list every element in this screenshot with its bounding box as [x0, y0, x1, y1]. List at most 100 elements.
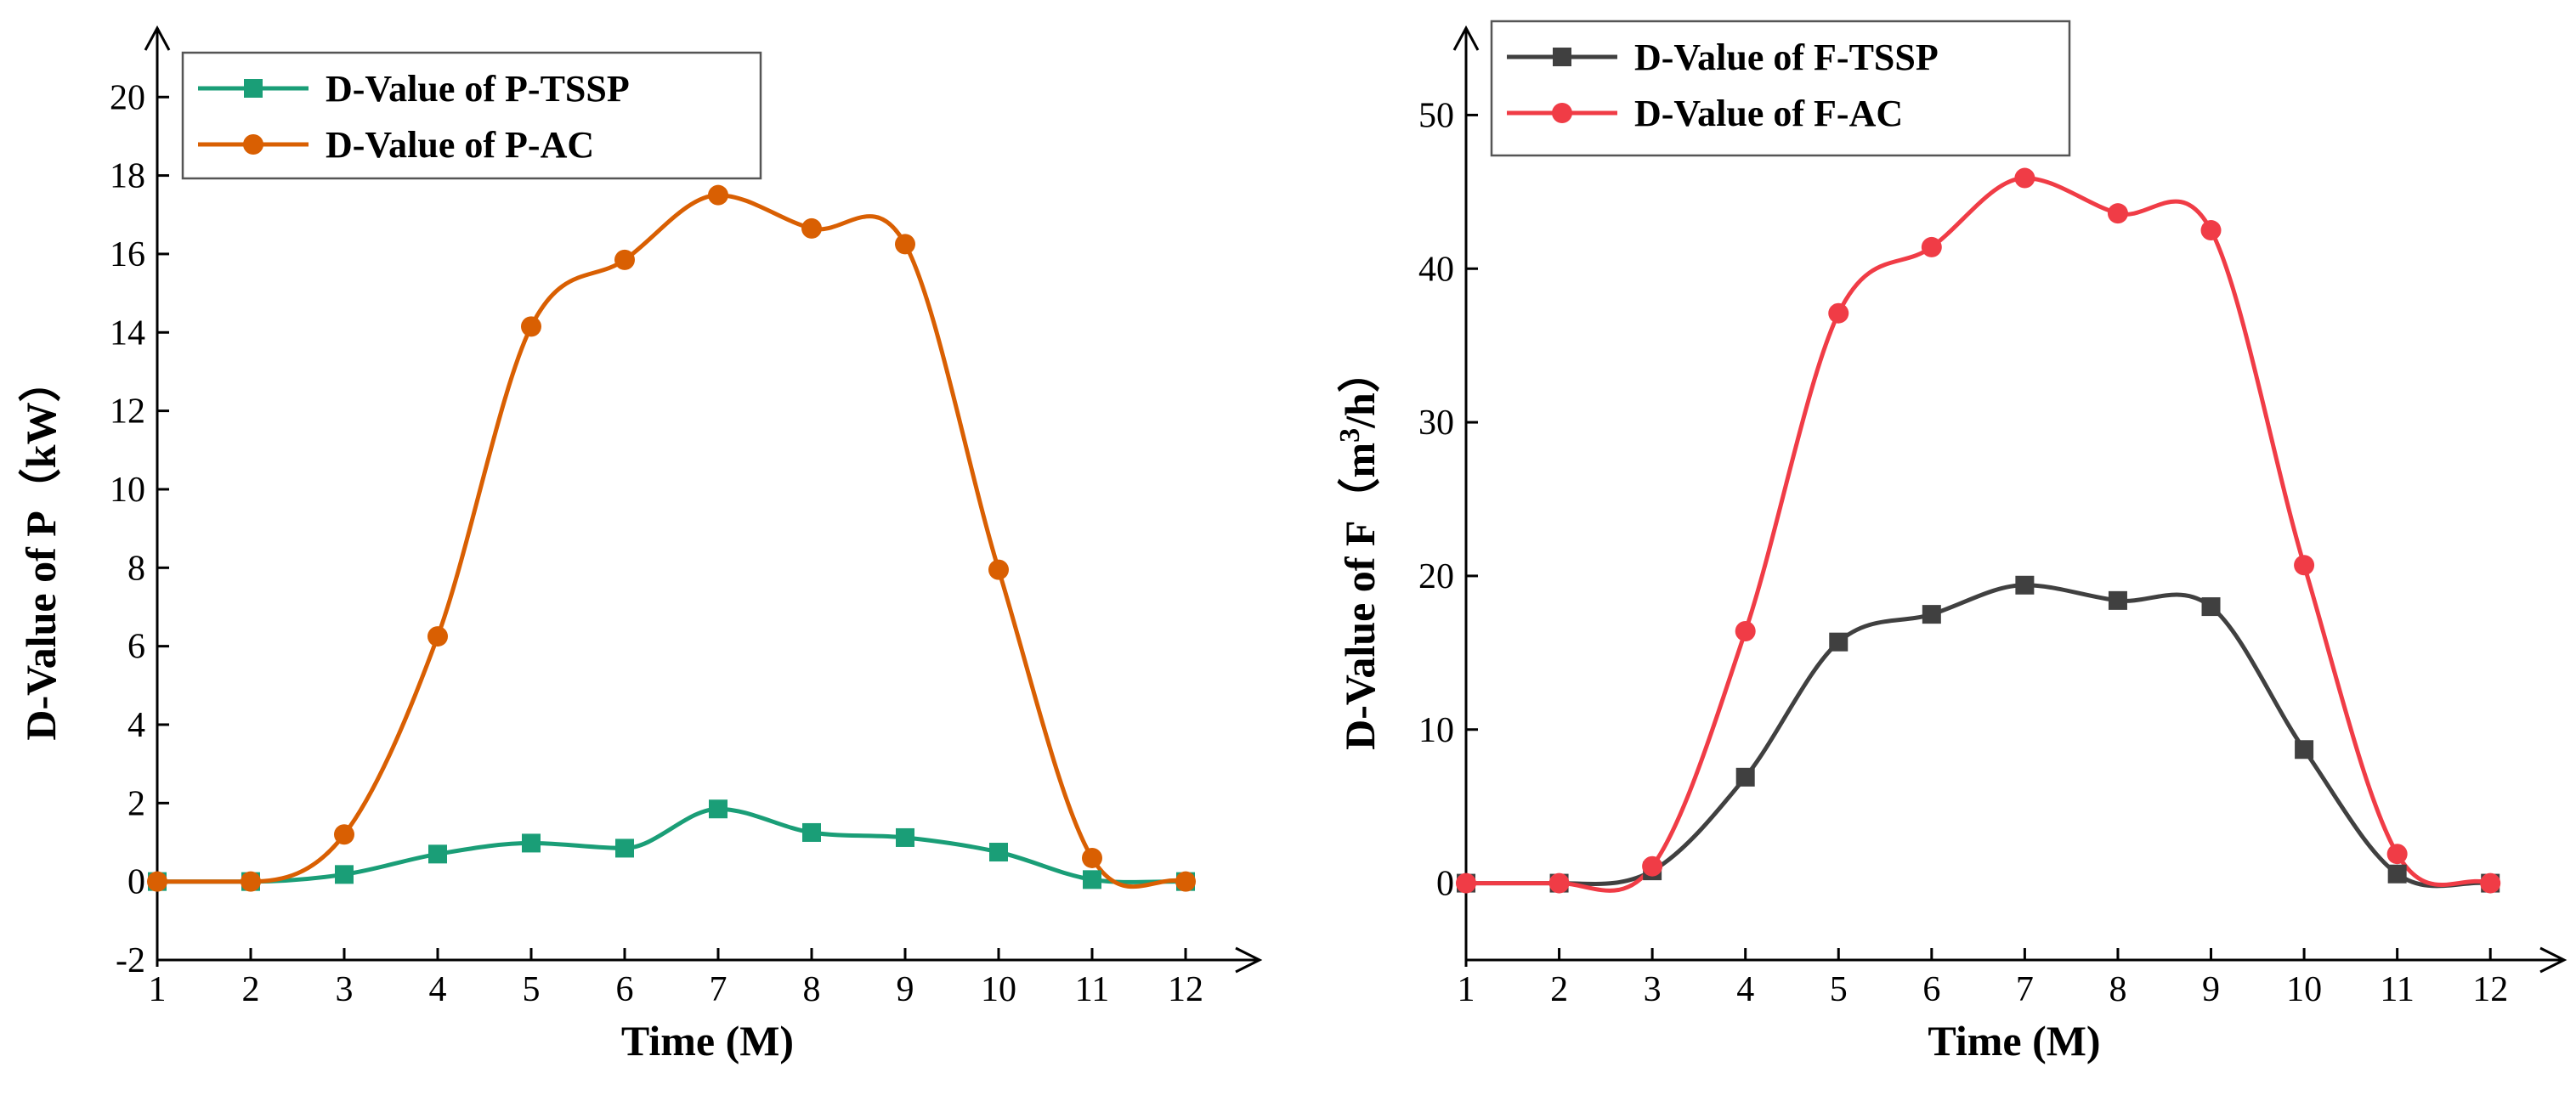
y-tick-label: 10 [110, 471, 145, 510]
x-tick-label: 9 [897, 970, 914, 1009]
y-axis-title-main: D-Value of F [1336, 520, 1384, 749]
y-tick-label: 20 [1418, 557, 1454, 596]
data-point-series-1 [708, 184, 728, 206]
data-point-series-1 [2107, 203, 2128, 224]
x-tick-label: 5 [523, 970, 541, 1009]
x-tick-label: 8 [2109, 970, 2126, 1009]
data-point-series-1 [334, 824, 354, 845]
legend-box [1490, 20, 2071, 157]
data-point-series-1 [801, 217, 822, 239]
legend-label: D-Value of F-AC [1634, 93, 1903, 134]
data-point-series-1 [1828, 302, 1849, 324]
series-line-0 [157, 806, 1186, 884]
legend-label: D-Value of P-AC [326, 124, 594, 166]
legend-marker [243, 134, 263, 155]
x-tick-label: 1 [1458, 970, 1475, 1009]
y-tick-label: 6 [127, 628, 145, 667]
y-tick-label: 18 [110, 157, 145, 196]
x-tick-label: 3 [1644, 970, 1662, 1009]
data-point-series-1 [1175, 871, 1196, 892]
data-point-series-0 [1083, 870, 1101, 889]
data-point-series-0 [522, 833, 541, 853]
y-tick-label: 4 [127, 706, 145, 745]
series-line-1 [157, 193, 1186, 889]
y-tick-label: 8 [127, 549, 145, 588]
y-tick-label: 16 [110, 235, 145, 274]
x-tick-label: 7 [710, 970, 728, 1009]
y-axis-title: D-Value of F（m3/h） [1334, 350, 1384, 750]
x-axis-arrow [1235, 946, 1263, 974]
x-tick-label: 10 [981, 970, 1016, 1009]
x-tick-label: 5 [1830, 970, 1848, 1009]
x-tick-label: 9 [2202, 970, 2220, 1009]
y-tick-label: 10 [1418, 711, 1454, 750]
x-tick-label: 3 [336, 970, 354, 1009]
x-tick-label: 8 [803, 970, 821, 1009]
y-axis-title-unit-rest: /h） [1336, 350, 1384, 429]
data-point-series-1 [614, 249, 635, 270]
data-point-series-0 [2015, 575, 2035, 595]
y-axis-arrow [1452, 25, 1480, 51]
series-line-1 [1466, 176, 2491, 893]
data-point-series-0 [1829, 632, 1848, 652]
data-point-series-0 [335, 865, 354, 884]
legend-marker [244, 79, 263, 98]
data-point-series-0 [896, 827, 914, 847]
x-axis-title: Time (M) [1928, 1017, 2100, 1064]
data-point-series-1 [1548, 872, 1570, 894]
data-point-series-0 [1735, 767, 1755, 787]
legend: D-Value of P-TSSP D-Value of P-AC [181, 51, 762, 180]
x-tick-label: 7 [2016, 970, 2034, 1009]
y-tick-label: 14 [110, 313, 145, 353]
data-point-series-1 [2014, 167, 2035, 189]
data-point-series-1 [1456, 872, 1476, 894]
data-point-series-1 [988, 559, 1009, 580]
x-tick-label: 1 [149, 970, 167, 1009]
y-tick-label: 30 [1418, 404, 1454, 443]
x-axis-arrow [2539, 946, 2568, 974]
y-tick-label: -2 [116, 941, 145, 980]
y-tick-label: 20 [110, 78, 145, 117]
data-point-series-0 [428, 844, 447, 864]
x-tick-label: 2 [1550, 970, 1568, 1009]
x-tick-label: 10 [2286, 970, 2322, 1009]
y-tick-label: 0 [1436, 865, 1454, 904]
data-point-series-0 [709, 799, 728, 819]
y-axis-title-unit: （m [1336, 443, 1384, 521]
data-point-series-1 [2200, 220, 2222, 241]
y-axis-title-superscript: 3 [1334, 428, 1366, 443]
data-point-series-0 [1922, 605, 1941, 624]
legend-marker [1552, 103, 1572, 123]
x-tick-label: 4 [1736, 970, 1754, 1009]
data-point-series-1 [2294, 555, 2315, 576]
legend-marker [1553, 48, 1571, 66]
legend-label: D-Value of F-TSSP [1634, 37, 1939, 78]
data-point-series-1 [521, 316, 541, 337]
data-point-series-0 [615, 838, 634, 858]
x-tick-label: 2 [242, 970, 260, 1009]
data-point-series-1 [1082, 847, 1102, 868]
data-point-series-1 [895, 234, 915, 255]
x-tick-label: 6 [1922, 970, 1940, 1009]
data-point-series-0 [2201, 597, 2221, 617]
data-point-series-0 [2295, 740, 2314, 759]
data-point-series-1 [1642, 855, 1663, 877]
x-tick-label: 4 [429, 970, 447, 1009]
x-tick-label: 6 [616, 970, 634, 1009]
data-point-series-1 [241, 871, 261, 892]
x-axis-title: Time (M) [621, 1017, 794, 1064]
x-tick-label: 11 [1075, 970, 1109, 1009]
data-point-series-0 [989, 843, 1008, 862]
y-axis-title-main: D-Value of P [17, 511, 65, 740]
x-tick-label: 12 [2472, 970, 2508, 1009]
data-point-series-0 [2387, 864, 2407, 884]
data-point-series-1 [2480, 872, 2501, 894]
x-tick-label: 12 [1168, 970, 1203, 1009]
data-point-series-1 [147, 871, 167, 892]
data-point-series-0 [802, 822, 821, 842]
data-point-series-1 [2386, 844, 2408, 865]
data-point-series-1 [427, 626, 448, 647]
